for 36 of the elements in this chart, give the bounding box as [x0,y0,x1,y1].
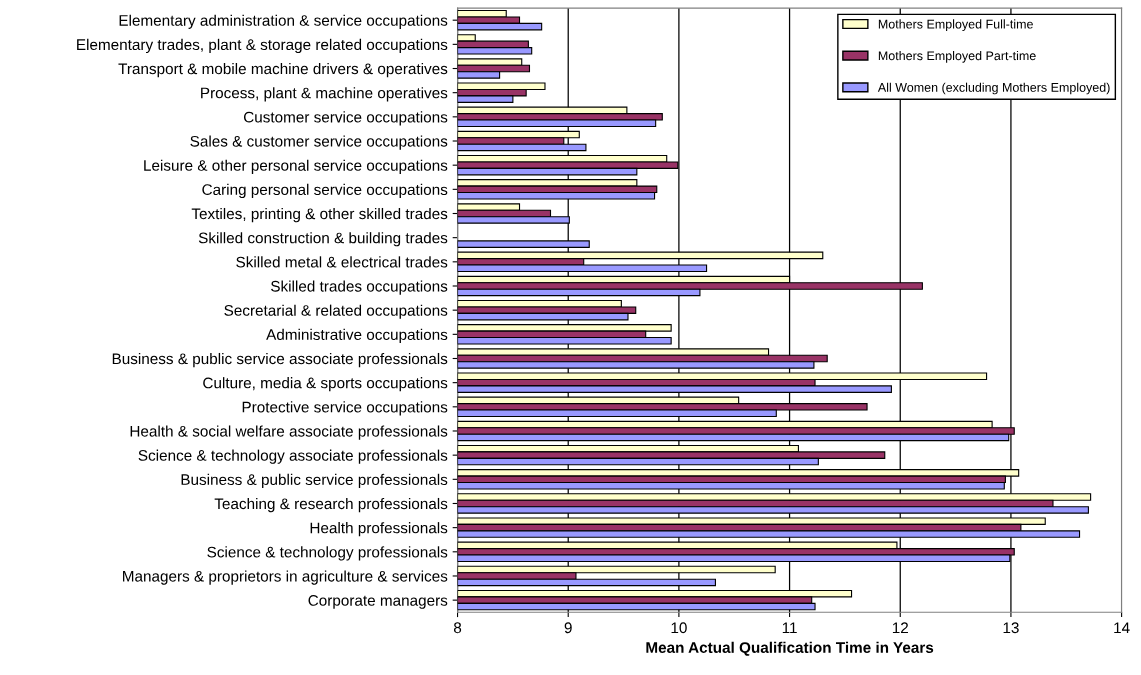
y-tick-label: Secretarial & related occupations [224,304,448,319]
y-tick-label: Health & social welfare associate professionals [130,425,448,440]
y-tick-label: Elementary trades, plant & storage related occupations [77,38,448,54]
x-tick-label: 9 [564,622,572,634]
y-tick-label: Culture, media & sports occupations [203,377,448,392]
y-tick-label: Science & technology associate professionals [138,449,448,464]
y-tick-label: Health professionals [310,522,448,537]
y-tick-label: Elementary administration & service occupations [119,14,448,29]
y-tick-label: Science & technology professionals [207,546,448,561]
x-tick-label: 14 [1114,622,1130,634]
y-tick-label: Leisure & other personal service occupations [144,159,448,174]
y-tick-label: Caring personal service occupations [202,183,448,199]
y-tick-label: Textiles, printing & other skilled trades [191,207,448,223]
y-tick-label: Sales & customer service occupations [190,135,448,150]
x-tick-label: 13 [1003,622,1019,634]
legend-label: Mothers Employed Part-time [878,51,1036,63]
y-tick-label: Protective service occupations [242,401,448,416]
y-tick-label: Skilled construction & building trades [198,232,448,247]
x-tick-label: 10 [671,622,687,634]
y-tick-label: Managers & proprietors in agriculture & services [123,570,448,585]
y-tick-label: Business & public service associate professionals [112,352,448,368]
y-tick-label: Teaching & research professionals [214,497,448,513]
x-tick-label: 8 [453,622,462,634]
y-tick-label: Skilled trades occupations [271,280,448,295]
y-tick-label: Skilled metal & electrical trades [236,256,448,268]
y-tick-label: Customer service occupations [243,111,448,126]
y-tick-label: Administrative occupations [266,328,448,344]
x-tick-label: 12 [892,622,908,634]
y-tick-label: Transport & mobile machine drivers & operatives [118,62,448,78]
legend-label: Mothers Employed Full-time [878,19,1033,31]
y-tick-label: Business & public service professionals [181,473,448,489]
legend-label: All Women (excluding Mothers Employed) [877,82,1110,95]
x-axis-title: Mean Actual Qualification Time in Years [646,641,934,656]
x-tick-label: 11 [782,622,797,634]
y-tick-label: Corporate managers [308,595,448,609]
y-tick-label: Process, plant & machine operatives [201,87,448,102]
